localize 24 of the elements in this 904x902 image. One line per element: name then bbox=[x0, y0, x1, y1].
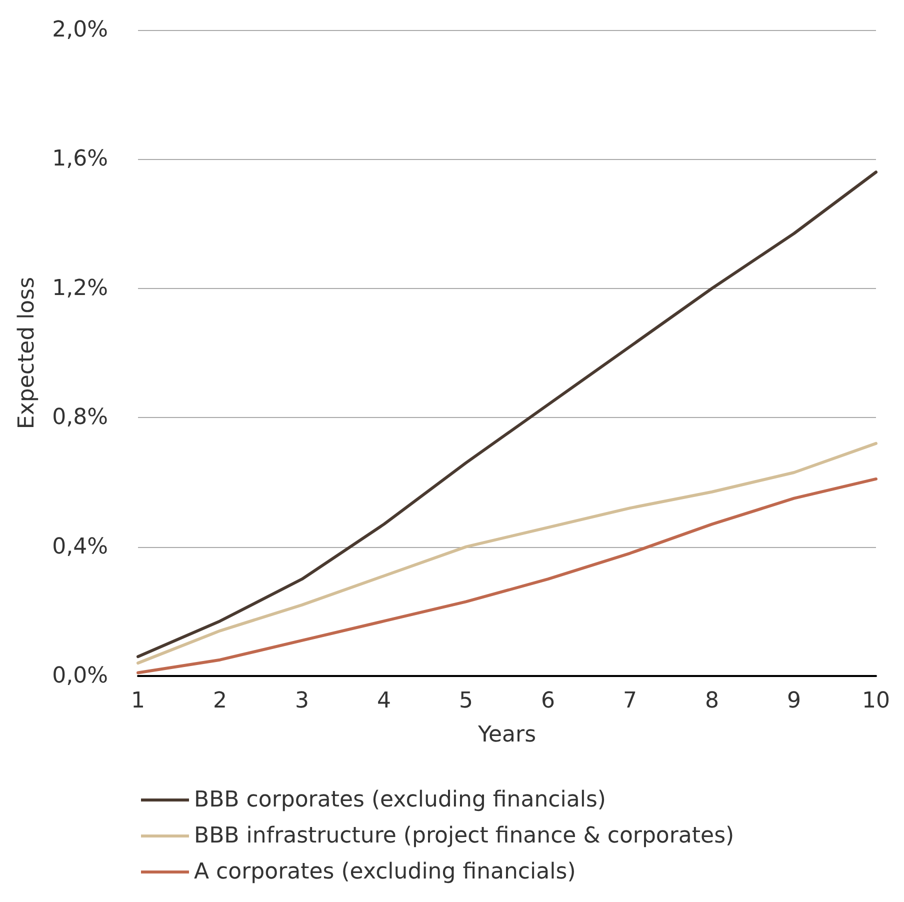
legend-label: BBB infrastructure (project finance & corporates) bbox=[194, 824, 734, 848]
x-tick-label: 2 bbox=[213, 688, 227, 714]
x-tick-label: 8 bbox=[705, 688, 719, 714]
x-tick-label: 10 bbox=[862, 688, 890, 714]
x-tick-label: 3 bbox=[295, 688, 309, 714]
line-series bbox=[136, 477, 878, 674]
y-axis-title: Expected loss bbox=[14, 276, 40, 430]
y-tick-label: 0,8% bbox=[52, 405, 108, 430]
x-tick-label: 6 bbox=[541, 688, 555, 714]
y-tick-label: 0,0% bbox=[52, 664, 108, 688]
x-tick-label: 1 bbox=[131, 688, 145, 714]
line-series bbox=[136, 442, 878, 665]
x-axis-title: Years bbox=[476, 722, 536, 748]
legend-label: A corporates (excluding financials) bbox=[194, 860, 576, 884]
x-tick-label: 9 bbox=[787, 688, 801, 714]
y-tick-label: 1,6% bbox=[52, 146, 108, 172]
y-tick-label: 1,2% bbox=[52, 276, 108, 301]
line-series bbox=[136, 170, 878, 658]
legend-label: BBB corporates (excluding financials) bbox=[194, 788, 606, 812]
x-tick-label: 7 bbox=[623, 688, 637, 714]
y-tick-label: 0,4% bbox=[52, 534, 108, 560]
x-tick-label: 5 bbox=[459, 688, 473, 714]
y-tick-label: 2,0% bbox=[52, 18, 108, 42]
x-tick-label: 4 bbox=[377, 688, 391, 714]
